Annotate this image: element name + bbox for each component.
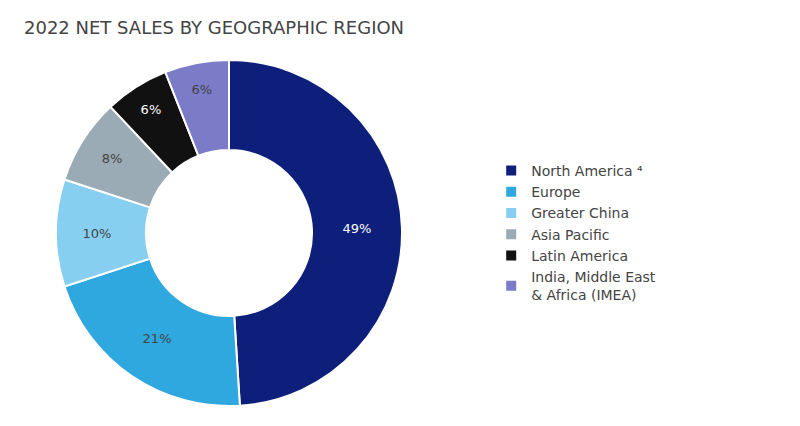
svg-text:Latin America: Latin America [531, 248, 628, 264]
svg-text:6%: 6% [141, 102, 162, 117]
svg-text:North America ⁴: North America ⁴ [531, 163, 643, 179]
svg-text:Asia Pacific: Asia Pacific [531, 227, 609, 243]
svg-text:6%: 6% [191, 82, 212, 97]
svg-text:2022 NET SALES BY GEOGRAPHIC R: 2022 NET SALES BY GEOGRAPHIC REGION [24, 17, 404, 38]
svg-text:India, Middle East& Africa (IM: India, Middle East& Africa (IMEA) [531, 269, 656, 303]
svg-text:21%: 21% [143, 331, 172, 346]
svg-text:Greater China: Greater China [531, 205, 629, 221]
svg-text:49%: 49% [343, 221, 372, 236]
svg-text:Europe: Europe [531, 184, 580, 200]
svg-text:8%: 8% [102, 151, 123, 166]
svg-text:10%: 10% [82, 226, 111, 241]
